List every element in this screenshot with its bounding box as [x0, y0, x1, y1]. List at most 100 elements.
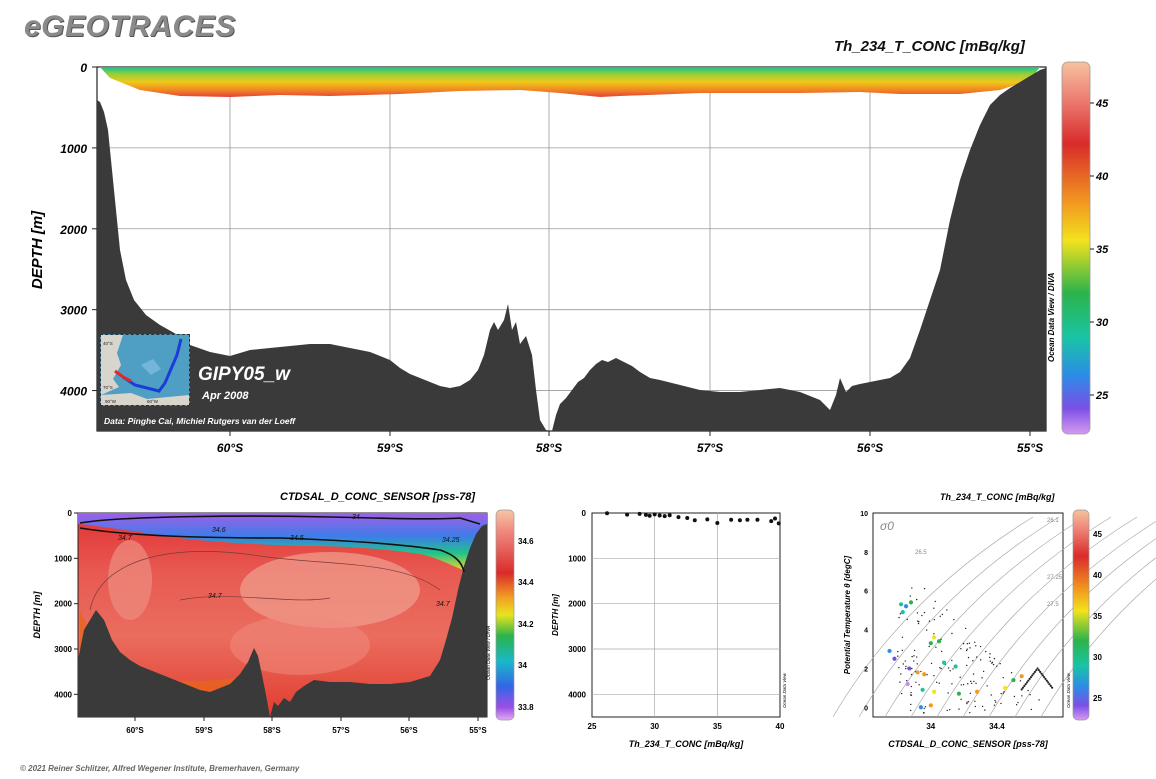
ts-background-point: [953, 618, 955, 621]
main-section-plot: 0 1000 2000 3000 4000 60°S 59°S 58°S 57°S 56°S 55…: [29, 61, 1109, 455]
ts-plot-frame: [872, 512, 1064, 718]
ts-background-point: [925, 629, 928, 631]
brand-title: eGEOTRACES: [24, 10, 236, 43]
ts-background-point: [1021, 695, 1023, 697]
ts-background-point: [1030, 708, 1033, 711]
ts-background-point: [962, 642, 965, 645]
ts-background-point: [1025, 681, 1029, 684]
profile-x-tick-label: 30: [650, 722, 659, 731]
ts-background-point: [900, 692, 903, 695]
salinity-colorbar-tick-label: 34.6: [518, 537, 534, 546]
salinity-x-ticks: 60°S 59°S 58°S 57°S 56°S 55°S: [126, 717, 487, 735]
ts-background-point: [1024, 683, 1027, 686]
ts-point: [936, 639, 942, 644]
ts-colorbar-tick-label: 25: [1093, 694, 1102, 703]
ts-y-tick-label: 0: [864, 705, 868, 712]
ts-background-point: [1000, 692, 1002, 695]
profile-point: [705, 517, 710, 522]
contour-label: 34: [352, 514, 360, 521]
ts-isopycnal-label: 26.1: [1047, 518, 1059, 524]
ts-y-axis-label: Potential Temperature θ [degC]: [843, 555, 852, 674]
ts-point: [1003, 685, 1008, 690]
ts-background-point: [899, 613, 902, 615]
ts-background-point: [900, 673, 902, 675]
ts-x-tick-label: 34: [926, 722, 935, 731]
ts-background-point: [1031, 674, 1034, 677]
ts-background-point: [913, 660, 915, 662]
profile-point: [647, 513, 652, 518]
ts-colorbar: [1072, 509, 1090, 721]
ts-background-point: [996, 665, 998, 668]
ts-background-point: [1038, 699, 1040, 701]
ts-background-point: [1002, 692, 1004, 694]
main-y-tick-label: 3000: [60, 304, 87, 318]
salinity-contours: 34 34.7 34.6 34.5 34.25 34.7 34.7: [79, 514, 481, 611]
ts-colorbar-ticks: 45 40 35 30 25: [1093, 530, 1102, 703]
ts-background-point: [968, 642, 971, 644]
ts-title: Th_234_T_CONC [mBq/kg]: [940, 492, 1056, 502]
ts-background-point: [975, 656, 978, 658]
ts-background-point: [970, 680, 972, 683]
ts-background-point: [966, 648, 969, 650]
ts-background-point: [986, 685, 988, 687]
cruise-map-inset: 40°S 70°S 90°W 60°W: [100, 334, 190, 406]
ts-colored-points: [887, 600, 1024, 710]
ts-background-point: [993, 657, 996, 660]
ts-background-point: [974, 705, 977, 708]
ts-background-point: [911, 587, 913, 589]
ts-background-point: [974, 700, 976, 703]
ts-background-point: [952, 668, 954, 670]
ts-background-point: [906, 618, 908, 621]
ts-isopycnal-line: [884, 516, 1086, 718]
cruise-name: GIPY05_w: [198, 364, 290, 385]
ts-background-point: [918, 620, 920, 623]
ts-background-point: [982, 670, 985, 673]
ts-point: [900, 609, 905, 615]
ts-point: [928, 641, 933, 646]
ts-background-point: [923, 587, 926, 590]
ts-background-point: [946, 709, 948, 712]
ts-background-point: [1027, 679, 1030, 682]
th234-surface-band: [100, 67, 1040, 97]
ts-background-point: [970, 682, 973, 685]
ts-background-point: [1043, 676, 1046, 679]
ts-background-point: [911, 667, 913, 670]
salinity-y-tick-label: 0: [68, 509, 73, 518]
ts-background-point: [974, 641, 976, 643]
salinity-x-tick-label: 60°S: [126, 726, 144, 735]
ts-background-point: [910, 673, 913, 676]
profile-x-tick-label: 25: [588, 722, 597, 731]
contour-label: 34.7: [208, 593, 223, 600]
ts-background-point: [967, 683, 969, 685]
ts-background-point: [1027, 689, 1029, 692]
ts-background-point: [935, 681, 938, 684]
ts-point: [903, 604, 909, 609]
profile-ticks: 25 30 35 40 0 1000 2000 3000 4000: [568, 509, 785, 731]
salinity-watermark: Ocean Data View / DIVA: [486, 625, 492, 680]
ts-background-point: [951, 632, 953, 635]
ts-isopycnal-label: 27.25: [1047, 575, 1063, 581]
main-colorbar-tick-label: 25: [1095, 390, 1109, 402]
ts-background-point: [915, 681, 917, 684]
ts-point: [953, 664, 958, 669]
ts-background-point: [959, 676, 961, 678]
salinity-y-ticks: 0 1000 2000 3000 4000: [54, 509, 78, 699]
main-x-tick-label: 60°S: [217, 441, 243, 455]
ts-background-point: [933, 633, 935, 635]
data-credit: Data: Pinghe Cai, Michiel Rutgers van de…: [104, 416, 296, 426]
ts-background-point: [969, 647, 971, 649]
salinity-x-tick-label: 58°S: [263, 726, 281, 735]
profile-point: [605, 511, 610, 516]
ts-background-point: [967, 656, 970, 659]
ts-background-point: [933, 618, 936, 621]
ts-background-point: [964, 627, 967, 630]
ts-background-point: [1000, 702, 1002, 705]
ts-point: [941, 660, 947, 665]
main-colorbar-tick-label: 45: [1095, 98, 1109, 110]
profile-point: [667, 513, 672, 518]
ts-y-tick-label: 2: [864, 666, 868, 673]
profile-watermark: Ocean Data View: [782, 672, 787, 708]
ts-y-tick-label: 8: [864, 550, 868, 557]
ts-background-point: [1045, 679, 1048, 682]
ts-background-point: [995, 701, 997, 703]
